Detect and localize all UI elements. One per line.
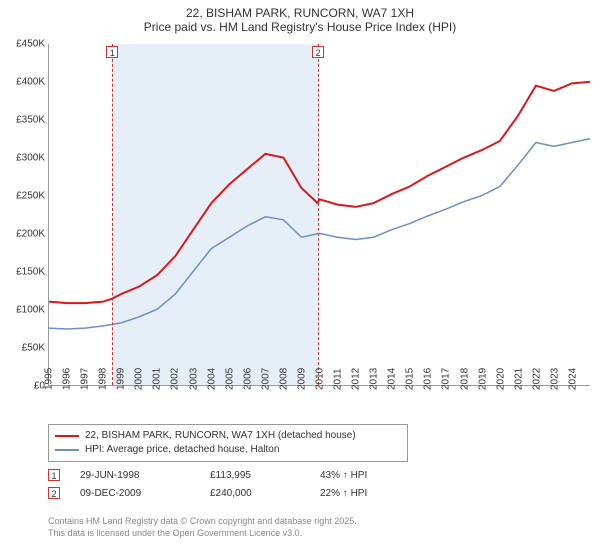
footnote-line1: Contains HM Land Registry data © Crown c… — [48, 516, 357, 528]
y-tick-label: £450K — [1, 39, 45, 50]
events-table: 1 29-JUN-1998 £113,995 43% ↑ HPI 2 09-DEC-200… — [48, 466, 548, 502]
legend-label: 22, BISHAM PARK, RUNCORN, WA7 1XH (detac… — [85, 429, 356, 443]
title-subtitle: Price paid vs. HM Land Registry's House … — [0, 20, 600, 34]
y-tick-label: £400K — [1, 77, 45, 88]
series-line — [49, 139, 590, 329]
footnote: Contains HM Land Registry data © Crown c… — [48, 516, 357, 539]
line-series-svg — [49, 44, 590, 385]
event-price: £113,995 — [210, 470, 300, 481]
y-tick-label: £350K — [1, 115, 45, 126]
event-date: 09-DEC-2009 — [80, 488, 190, 499]
figure: 22, BISHAM PARK, RUNCORN, WA7 1XH Price … — [0, 0, 600, 560]
legend-label: HPI: Average price, detached house, Halt… — [85, 443, 279, 457]
event-row: 2 09-DEC-2009 £240,000 22% ↑ HPI — [48, 484, 548, 502]
y-tick-label: £300K — [1, 153, 45, 164]
y-tick-label: £200K — [1, 229, 45, 240]
event-number-box: 2 — [48, 487, 60, 499]
y-tick-label: £150K — [1, 267, 45, 278]
title-address: 22, BISHAM PARK, RUNCORN, WA7 1XH — [0, 6, 600, 20]
event-row: 1 29-JUN-1998 £113,995 43% ↑ HPI — [48, 466, 548, 484]
chart-title: 22, BISHAM PARK, RUNCORN, WA7 1XH Price … — [0, 0, 600, 36]
event-date: 29-JUN-1998 — [80, 470, 190, 481]
chart-area: 12£0£50K£100K£150K£200K£250K£300K£350K£4… — [48, 44, 590, 414]
y-tick-label: £250K — [1, 191, 45, 202]
event-pct: 43% ↑ HPI — [320, 470, 420, 481]
legend: 22, BISHAM PARK, RUNCORN, WA7 1XH (detac… — [48, 424, 408, 462]
event-line — [318, 44, 319, 385]
event-pct: 22% ↑ HPI — [320, 488, 420, 499]
event-marker: 2 — [312, 46, 324, 58]
event-price: £240,000 — [210, 488, 300, 499]
legend-swatch — [55, 449, 79, 451]
event-line — [112, 44, 113, 385]
y-tick-label: £0 — [1, 381, 45, 392]
legend-item: 22, BISHAM PARK, RUNCORN, WA7 1XH (detac… — [55, 429, 401, 443]
footnote-line2: This data is licensed under the Open Gov… — [48, 528, 357, 540]
legend-item: HPI: Average price, detached house, Halt… — [55, 443, 401, 457]
plot-area: 12£0£50K£100K£150K£200K£250K£300K£350K£4… — [48, 44, 590, 386]
y-tick-label: £100K — [1, 305, 45, 316]
event-marker: 1 — [106, 46, 118, 58]
legend-swatch — [55, 435, 79, 437]
y-tick-label: £50K — [1, 343, 45, 354]
series-line — [49, 82, 590, 303]
event-number-box: 1 — [48, 469, 60, 481]
